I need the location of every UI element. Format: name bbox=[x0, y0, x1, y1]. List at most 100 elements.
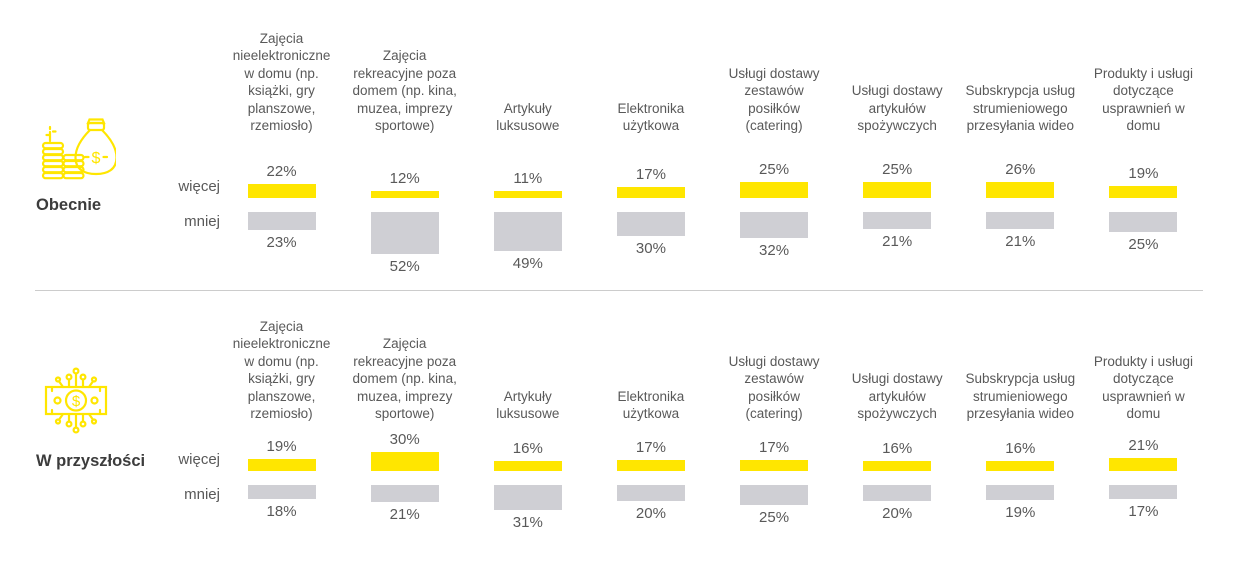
bars-grid-current: Zajęcia nieelektroniczne w domu (np. ksi… bbox=[220, 31, 1233, 290]
category-label: Subskrypcja usług strumieniowego przesył… bbox=[965, 371, 1076, 422]
more-value-label: 16% bbox=[1005, 440, 1036, 457]
less-value-label: 20% bbox=[882, 505, 913, 522]
less-bar bbox=[1109, 485, 1178, 499]
less-bar-cell: 49% bbox=[493, 212, 562, 273]
less-value-label: 20% bbox=[635, 505, 666, 522]
less-bar bbox=[616, 485, 685, 501]
more-row-label: więcej bbox=[178, 178, 220, 195]
row-header-current: $ Obecnie bbox=[0, 32, 160, 290]
less-bar-cell: 25% bbox=[740, 485, 809, 527]
category-label: Usługi dostawy zestawów posiłków (cateri… bbox=[728, 353, 820, 422]
more-value-label: 16% bbox=[512, 440, 543, 457]
less-bar-cell: 31% bbox=[493, 485, 562, 532]
less-value-label: 18% bbox=[266, 503, 297, 520]
less-bar-cell: 21% bbox=[986, 212, 1055, 251]
category-column: Zajęcia nieelektroniczne w domu (np. ksi… bbox=[220, 31, 343, 290]
more-bar-cell: 22% bbox=[247, 135, 316, 198]
less-bar bbox=[863, 485, 932, 501]
more-bar-cell: 16% bbox=[493, 423, 562, 471]
category-column: Zajęcia nieelektroniczne w domu (np. ksi… bbox=[220, 311, 343, 574]
less-value-label: 32% bbox=[759, 242, 790, 259]
less-value-label: 25% bbox=[1128, 236, 1159, 253]
bar-row-labels-future: więcej mniej bbox=[160, 311, 220, 574]
less-value-label: 17% bbox=[1128, 503, 1159, 520]
more-bar bbox=[370, 191, 439, 198]
category-label: Usługi dostawy zestawów posiłków (cateri… bbox=[728, 65, 820, 134]
more-bar bbox=[616, 460, 685, 471]
more-row-label: więcej bbox=[178, 451, 220, 468]
money-bag-and-coins-icon: $ bbox=[36, 101, 116, 187]
less-value-label: 30% bbox=[635, 240, 666, 257]
category-label: Subskrypcja usług strumieniowego przesył… bbox=[965, 83, 1076, 134]
less-bar bbox=[986, 212, 1055, 229]
more-value-label: 12% bbox=[389, 170, 420, 187]
bars-grid-future: Zajęcia nieelektroniczne w domu (np. ksi… bbox=[220, 311, 1233, 574]
more-value-label: 11% bbox=[513, 170, 543, 187]
more-value-label: 17% bbox=[635, 439, 666, 456]
category-column: Usługi dostawy zestawów posiłków (cateri… bbox=[713, 32, 836, 290]
more-bar bbox=[740, 182, 809, 198]
more-bar bbox=[493, 191, 562, 198]
more-bar-cell: 19% bbox=[247, 423, 316, 471]
less-bar-cell: 17% bbox=[1109, 485, 1178, 521]
category-column: Artykuły luksusowe 11% 49% bbox=[466, 32, 589, 290]
bar-row-labels-current: więcej mniej bbox=[160, 32, 220, 290]
more-bar bbox=[370, 452, 439, 471]
more-bar-cell: 21% bbox=[1109, 423, 1178, 471]
category-label: Usługi dostawy artykułów spożywczych bbox=[851, 371, 943, 422]
category-label: Produkty i usługi dotyczące usprawnień w… bbox=[1093, 353, 1193, 422]
category-column: Usługi dostawy artykułów spożywczych 25%… bbox=[836, 32, 959, 290]
less-bar-cell: 52% bbox=[370, 212, 439, 276]
svg-text:$: $ bbox=[72, 393, 81, 410]
category-column: Elektronika użytkowa 17% 20% bbox=[589, 311, 712, 574]
less-bar-cell: 21% bbox=[863, 212, 932, 251]
more-value-label: 17% bbox=[635, 166, 666, 183]
more-bar-cell: 25% bbox=[740, 135, 809, 198]
less-row-label: mniej bbox=[184, 213, 220, 230]
more-value-label: 25% bbox=[759, 161, 790, 178]
more-value-label: 25% bbox=[882, 161, 913, 178]
less-bar bbox=[247, 212, 316, 230]
more-bar-cell: 26% bbox=[986, 135, 1055, 198]
less-bar bbox=[247, 485, 316, 499]
more-bar bbox=[1109, 458, 1178, 471]
less-value-label: 19% bbox=[1005, 504, 1036, 521]
less-value-label: 23% bbox=[266, 234, 297, 251]
less-value-label: 21% bbox=[1005, 233, 1036, 250]
more-value-label: 16% bbox=[882, 440, 913, 457]
more-bar-cell: 16% bbox=[863, 423, 932, 471]
category-label: Zajęcia rekreacyjne poza domem (np. kina… bbox=[352, 336, 457, 422]
more-bar-cell: 30% bbox=[370, 423, 439, 471]
more-value-label: 17% bbox=[759, 439, 790, 456]
svg-text:$: $ bbox=[92, 150, 101, 167]
less-bar bbox=[740, 212, 809, 238]
category-label: Elektronika użytkowa bbox=[617, 388, 685, 422]
less-bar bbox=[740, 485, 809, 505]
more-bar-cell: 17% bbox=[740, 423, 809, 471]
category-column: Produkty i usługi dotyczące usprawnień w… bbox=[1082, 32, 1205, 290]
less-bar bbox=[493, 485, 562, 510]
more-bar-cell: 25% bbox=[863, 135, 932, 198]
section-divider bbox=[35, 290, 1203, 291]
more-bar-cell: 17% bbox=[616, 423, 685, 471]
less-bar bbox=[493, 212, 562, 251]
less-bar-cell: 32% bbox=[740, 212, 809, 260]
less-bar bbox=[863, 212, 932, 229]
more-value-label: 21% bbox=[1128, 437, 1159, 454]
less-value-label: 31% bbox=[512, 514, 543, 531]
less-bar-cell: 30% bbox=[616, 212, 685, 258]
more-bar-cell: 16% bbox=[986, 423, 1055, 471]
less-bar-cell: 20% bbox=[863, 485, 932, 523]
more-bar bbox=[986, 182, 1055, 198]
more-bar bbox=[986, 461, 1055, 471]
category-column: Subskrypcja usług strumieniowego przesył… bbox=[959, 311, 1082, 574]
category-column: Usługi dostawy artykułów spożywczych 16%… bbox=[836, 311, 959, 574]
more-bar bbox=[740, 460, 809, 471]
more-bar bbox=[1109, 186, 1178, 198]
less-bar bbox=[986, 485, 1055, 500]
more-value-label: 30% bbox=[389, 431, 420, 448]
category-column: Usługi dostawy zestawów posiłków (cateri… bbox=[713, 311, 836, 574]
category-column: Zajęcia rekreacyjne poza domem (np. kina… bbox=[343, 32, 466, 290]
category-column: Produkty i usługi dotyczące usprawnień w… bbox=[1082, 311, 1205, 574]
